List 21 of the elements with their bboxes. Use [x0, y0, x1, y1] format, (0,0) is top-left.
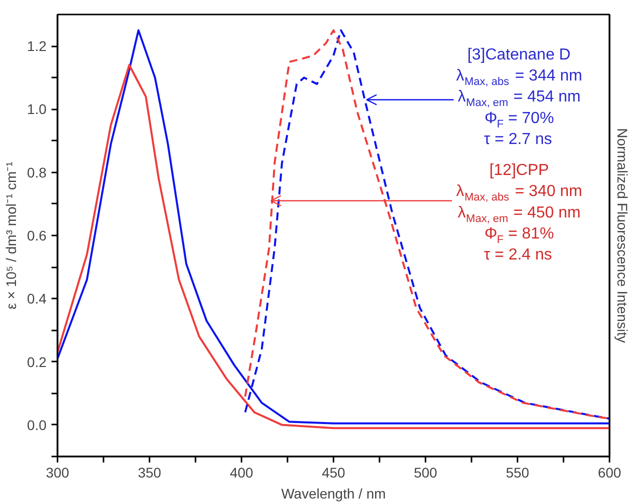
y-tick-label: 0.2 [27, 354, 47, 370]
y-axis-title: ε × 10⁵ / dm³ mol⁻¹ cm⁻¹ [3, 161, 20, 310]
x-tick-label: 500 [414, 464, 438, 480]
x-tick-label: 400 [230, 464, 254, 480]
y-tick-label: 0.6 [27, 228, 47, 244]
y-tick-label: 0.4 [27, 290, 47, 307]
annotation: [3]Catenane D [467, 46, 571, 64]
annotation: τ = 2.4 ns [484, 246, 552, 264]
y-tick-label: 0.8 [27, 164, 47, 180]
y-tick-label: 1.0 [27, 101, 47, 118]
x-tick-label: 550 [506, 464, 530, 480]
y-tick-label: 0.0 [27, 416, 47, 433]
y2-axis-title: Normalized Fluorescence Intensity [614, 128, 630, 343]
y-tick-label: 1.2 [27, 38, 47, 54]
x-tick-label: 600 [598, 464, 622, 480]
x-tick-label: 450 [322, 464, 346, 480]
annotation: [12]CPP [489, 162, 549, 179]
x-axis-title: Wavelength / nm [281, 486, 386, 502]
annotation: τ = 2.7 ns [484, 131, 552, 148]
x-tick-label: 300 [46, 464, 70, 480]
x-tick-label: 350 [138, 464, 162, 480]
